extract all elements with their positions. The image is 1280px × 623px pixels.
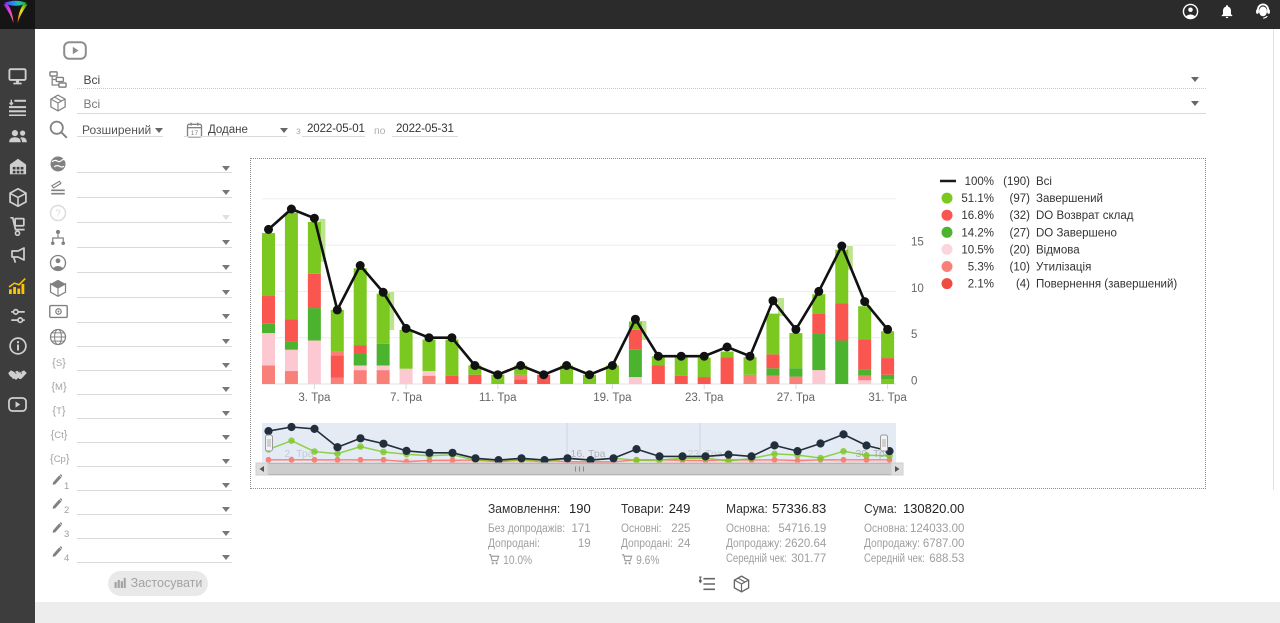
svg-text:100%: 100%: [965, 176, 994, 188]
svg-text:0: 0: [911, 376, 917, 388]
svg-text:(190): (190): [1003, 176, 1030, 188]
svg-text:(97): (97): [1010, 193, 1031, 205]
svg-text:DO Завершено: DO Завершено: [1036, 227, 1117, 239]
svg-text:(20): (20): [1010, 244, 1031, 256]
svg-text:(32): (32): [1010, 210, 1031, 222]
svg-text:51.1%: 51.1%: [961, 193, 994, 205]
svg-text:17: 17: [191, 130, 199, 137]
svg-text:16. Тра: 16. Тра: [570, 448, 605, 460]
svg-text:5.3%: 5.3%: [968, 262, 994, 274]
svg-text:Повернення (завершений): Повернення (завершений): [1036, 279, 1177, 291]
svg-text:19. Тра: 19. Тра: [593, 392, 632, 404]
svg-text:5: 5: [911, 329, 917, 341]
svg-text:11. Тра: 11. Тра: [479, 392, 517, 404]
svg-text:3. Тра: 3. Тра: [298, 392, 331, 404]
svg-text:(27): (27): [1010, 227, 1031, 239]
svg-text:31. Тра: 31. Тра: [868, 392, 907, 404]
svg-text:(10): (10): [1010, 262, 1031, 274]
svg-text:10.5%: 10.5%: [961, 244, 994, 256]
svg-text:10: 10: [911, 283, 924, 295]
svg-text:(4): (4): [1016, 279, 1030, 291]
svg-text:Завершений: Завершений: [1036, 193, 1103, 205]
svg-text:14.2%: 14.2%: [961, 227, 994, 239]
svg-text:16.8%: 16.8%: [961, 210, 994, 222]
svg-text:27. Тра: 27. Тра: [777, 392, 816, 404]
svg-text:DO Возврат склад: DO Возврат склад: [1036, 210, 1134, 222]
svg-text:7. Тра: 7. Тра: [390, 392, 423, 404]
svg-text:15: 15: [911, 237, 924, 249]
svg-text:?: ?: [55, 208, 61, 219]
svg-text:23. Тра: 23. Тра: [685, 392, 724, 404]
svg-text:Утилізація: Утилізація: [1036, 262, 1091, 274]
svg-text:2.1%: 2.1%: [968, 279, 994, 291]
svg-text:Відмова: Відмова: [1036, 244, 1080, 256]
svg-text:Всі: Всі: [1036, 176, 1052, 188]
